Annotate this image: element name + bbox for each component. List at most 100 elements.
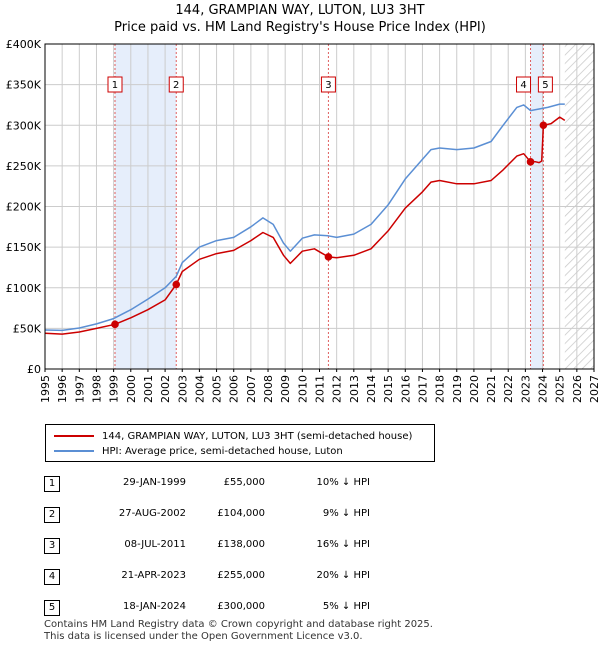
chart-title: 144, GRAMPIAN WAY, LUTON, LU3 3HT xyxy=(175,3,425,18)
sale-price: £104,000 xyxy=(217,508,265,519)
chart-subtitle: Price paid vs. HM Land Registry's House … xyxy=(114,20,486,35)
sale-price: £255,000 xyxy=(217,570,265,581)
sale-marker-label: 5 xyxy=(542,80,548,91)
x-tick-label: 2024 xyxy=(537,375,550,403)
y-tick-label: £400K xyxy=(6,38,42,51)
sales-table-row: 4 21-APR-2023 £255,000 20% ↓ HPI xyxy=(0,566,600,586)
sale-marker-label: 4 xyxy=(520,80,526,91)
sale-hpi-diff: 10% ↓ HPI xyxy=(316,477,370,488)
sale-marker-box xyxy=(107,76,123,93)
x-tick-label: 2004 xyxy=(193,375,206,403)
x-tick-label: 2020 xyxy=(468,375,481,403)
sale-marker-label: 3 xyxy=(325,80,331,91)
sale-marker-4: 4 xyxy=(516,76,532,93)
sale-date: 18-JAN-2024 xyxy=(122,601,186,612)
x-tick-label: 2019 xyxy=(451,375,464,403)
footer: Contains HM Land Registry data © Crown c… xyxy=(44,619,433,643)
sale-hpi-diff: 9% ↓ HPI xyxy=(322,508,370,519)
sale-number: 3 xyxy=(44,538,60,554)
x-tick-label: 2009 xyxy=(279,375,292,403)
x-tick-label: 2001 xyxy=(142,375,155,403)
y-tick-label: £0 xyxy=(27,363,41,376)
sale-hpi-diff: 20% ↓ HPI xyxy=(316,570,370,581)
y-tick-label: £50K xyxy=(13,322,42,335)
footer-copyright: Contains HM Land Registry data © Crown c… xyxy=(44,619,433,630)
series-line-hpi xyxy=(44,103,565,332)
x-tick-label: 2023 xyxy=(519,375,532,403)
sale-number: 1 xyxy=(44,476,60,492)
x-tick-label: 2013 xyxy=(348,375,361,403)
x-tick-label: 2011 xyxy=(314,375,327,403)
sale-marker-2: 2 xyxy=(168,76,184,93)
x-tick-label: 2008 xyxy=(262,375,275,403)
sale-number: 2 xyxy=(44,507,60,523)
x-tick-label: 2022 xyxy=(502,375,515,403)
sale-price: £55,000 xyxy=(223,477,265,488)
x-tick-label: 2002 xyxy=(159,375,172,403)
sale-marker-3: 3 xyxy=(320,76,336,93)
sale-number: 4 xyxy=(44,569,60,585)
legend-label-hpi: HPI: Average price, semi-detached house,… xyxy=(102,445,343,457)
sale-marker-5: 5 xyxy=(537,76,553,93)
sale-price: £138,000 xyxy=(217,539,265,550)
sale-marker-1: 1 xyxy=(107,76,123,93)
sale-hpi-diff: 5% ↓ HPI xyxy=(322,601,370,612)
legend-item-property: 144, GRAMPIAN WAY, LUTON, LU3 3HT (semi-… xyxy=(54,429,412,443)
x-tick-label: 1996 xyxy=(56,375,69,403)
x-tick-label: 2026 xyxy=(571,375,584,403)
sale-marker-label: 2 xyxy=(173,80,179,91)
sale-marker-label: 1 xyxy=(112,80,118,91)
legend-swatch-property xyxy=(54,435,94,437)
x-tick-label: 2005 xyxy=(211,375,224,403)
sales-table-row: 1 29-JAN-1999 £55,000 10% ↓ HPI xyxy=(0,473,600,493)
sale-marker-box xyxy=(516,76,532,93)
chart-legend: 144, GRAMPIAN WAY, LUTON, LU3 3HT (semi-… xyxy=(45,424,435,462)
sale-marker-box xyxy=(320,76,336,93)
chart-title-block: 144, GRAMPIAN WAY, LUTON, LU3 3HT Price … xyxy=(0,2,600,36)
sale-point-4 xyxy=(526,158,535,166)
x-tick-label: 2018 xyxy=(434,375,447,403)
x-tick-label: 2016 xyxy=(399,375,412,403)
sale-point-3 xyxy=(324,253,333,261)
sale-number: 5 xyxy=(44,600,60,616)
x-tick-label: 2021 xyxy=(485,375,498,403)
sales-table-row: 5 18-JAN-2024 £300,000 5% ↓ HPI xyxy=(0,597,600,617)
legend-swatch-hpi xyxy=(54,450,94,452)
x-tick-label: 2012 xyxy=(331,375,344,403)
sale-point-1 xyxy=(111,320,119,329)
y-tick-label: £350K xyxy=(6,79,42,92)
x-tick-label: 2027 xyxy=(588,375,600,403)
sale-hpi-diff: 16% ↓ HPI xyxy=(316,539,370,550)
legend-label-property: 144, GRAMPIAN WAY, LUTON, LU3 3HT (semi-… xyxy=(102,430,413,442)
sales-table-row: 2 27-AUG-2002 £104,000 9% ↓ HPI xyxy=(0,504,600,524)
x-tick-label: 2003 xyxy=(176,375,189,403)
x-tick-label: 2015 xyxy=(382,375,395,403)
sale-point-2 xyxy=(172,280,181,289)
sale-date: 08-JUL-2011 xyxy=(124,539,186,550)
x-tick-label: 2017 xyxy=(416,375,429,403)
x-tick-label: 2025 xyxy=(554,375,567,403)
x-tick-label: 2007 xyxy=(245,375,258,403)
sale-point-5 xyxy=(539,121,548,130)
footer-licence: This data is licensed under the Open Gov… xyxy=(44,631,363,642)
x-tick-label: 2006 xyxy=(228,375,241,403)
sale-date: 27-AUG-2002 xyxy=(118,508,186,519)
sale-price: £300,000 xyxy=(217,601,265,612)
y-tick-label: £100K xyxy=(6,282,42,295)
sale-marker-box xyxy=(537,76,553,93)
sale-marker-box xyxy=(168,76,184,93)
price-chart: 1 2 3 4 5 £0 £50K £100K £150K £200K £250K £300K £350… xyxy=(6,38,600,403)
y-tick-label: £250K xyxy=(6,160,42,173)
x-tick-label: 2014 xyxy=(365,375,378,403)
x-tick-label: 2010 xyxy=(296,375,309,403)
sales-table-row: 3 08-JUL-2011 £138,000 16% ↓ HPI xyxy=(0,535,600,555)
legend-item-hpi: HPI: Average price, semi-detached house,… xyxy=(54,444,343,458)
y-tick-label: £150K xyxy=(6,241,42,254)
y-tick-label: £300K xyxy=(6,119,42,132)
x-tick-label: 1995 xyxy=(39,375,52,403)
y-tick-label: £200K xyxy=(6,201,42,214)
x-tick-label: 1997 xyxy=(73,375,86,403)
x-tick-label: 1998 xyxy=(90,375,103,403)
sale-date: 29-JAN-1999 xyxy=(122,477,186,488)
sale-date: 21-APR-2023 xyxy=(121,570,186,581)
